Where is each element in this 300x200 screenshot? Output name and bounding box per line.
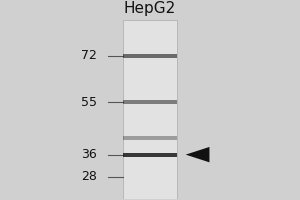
Text: 72: 72 [81, 49, 97, 62]
Bar [123, 20, 177, 199]
Text: 28: 28 [81, 170, 97, 183]
Text: 36: 36 [81, 148, 97, 161]
Bar [123, 136, 177, 140]
Text: HepG2: HepG2 [124, 1, 176, 16]
Bar [123, 153, 177, 157]
Bar [123, 100, 177, 104]
Text: 55: 55 [80, 96, 97, 109]
Polygon shape [186, 147, 209, 162]
Bar [123, 54, 177, 58]
